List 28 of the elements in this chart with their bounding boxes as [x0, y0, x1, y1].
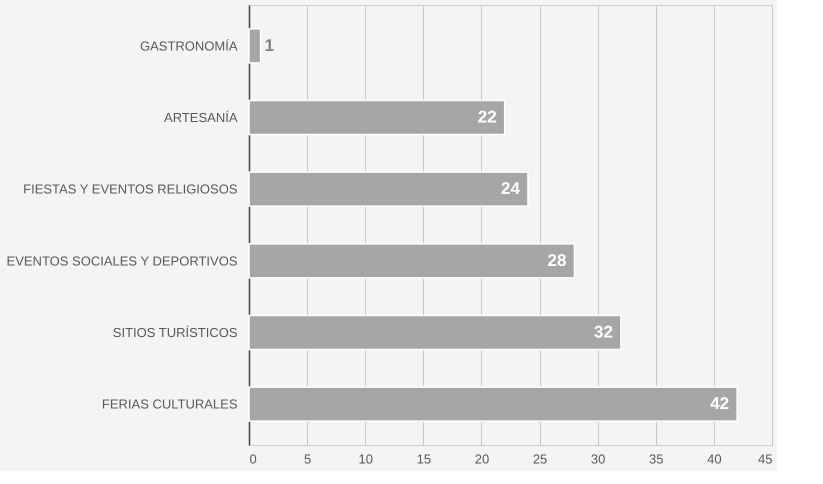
data-label: 42 [710, 394, 730, 414]
x-tick-label: 10 [358, 452, 373, 466]
x-tick-label: 5 [304, 452, 312, 466]
data-label: 32 [594, 322, 613, 342]
x-tick-label: 25 [532, 452, 548, 466]
y-tick-label: FIESTAS Y EVENTOS RELIGIOSOS [23, 182, 238, 197]
x-tick-label: 20 [474, 452, 490, 466]
y-tick-label: FERIAS CULTURALES [102, 396, 238, 412]
bar [248, 100, 506, 136]
bar [248, 28, 262, 64]
x-tick-label: 45 [758, 452, 772, 466]
y-tick-label: ARTESANÍA [164, 110, 238, 125]
bar [248, 314, 622, 350]
data-label: 24 [501, 179, 520, 198]
data-label: 22 [478, 108, 497, 126]
y-tick-label: EVENTOS SOCIALES Y DEPORTIVOS [6, 253, 238, 268]
x-tick-label: 30 [590, 452, 606, 466]
bar [248, 171, 529, 207]
y-tick-label: SITIOS TURÍSTICOS [112, 325, 238, 340]
data-label: 28 [548, 250, 566, 270]
y-tick-label: GASTRONOMÍA [140, 38, 238, 54]
x-tick-label: 40 [707, 452, 722, 466]
bar [248, 243, 576, 279]
bar [248, 386, 738, 422]
data-label: 1 [264, 36, 274, 55]
x-tick-label: 0 [250, 452, 257, 466]
x-tick-label: 15 [416, 452, 432, 466]
x-tick-label: 35 [649, 452, 664, 466]
